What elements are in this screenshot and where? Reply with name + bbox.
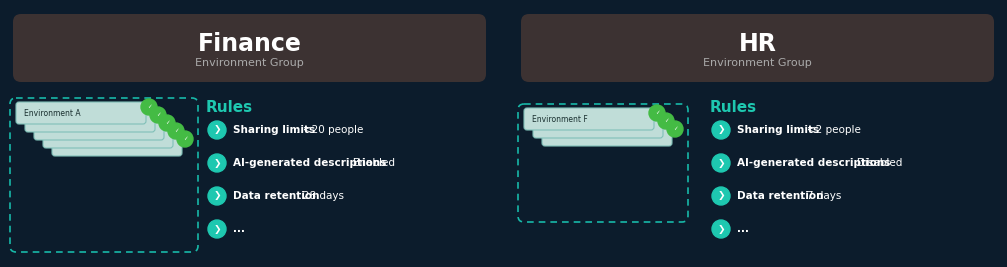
Text: ✓: ✓ [673,127,678,132]
Text: Environment Group: Environment Group [703,58,812,68]
Text: ...: ... [233,224,245,234]
Text: ✓: ✓ [173,128,178,134]
Text: Environment E: Environment E [60,140,116,150]
Text: Sharing limits: Sharing limits [737,125,819,135]
Text: Data retention: Data retention [233,191,319,201]
FancyBboxPatch shape [52,134,182,156]
Circle shape [712,187,730,205]
FancyBboxPatch shape [542,124,672,146]
Text: ❯: ❯ [717,225,725,234]
Circle shape [150,107,166,123]
Text: ✓: ✓ [182,136,187,142]
Text: : 28 days: : 28 days [296,191,344,201]
Circle shape [208,187,226,205]
Text: Environment G: Environment G [541,123,598,132]
FancyBboxPatch shape [34,118,164,140]
Text: HR: HR [738,32,776,56]
Text: ✓: ✓ [156,112,160,117]
Text: ❯: ❯ [717,191,725,201]
Circle shape [141,99,157,115]
Text: : <20 people: : <20 people [296,125,364,135]
Text: Data retention: Data retention [737,191,824,201]
Text: ✓: ✓ [165,120,169,125]
Text: Environment D: Environment D [51,132,108,142]
Text: ❯: ❯ [213,225,221,234]
Circle shape [159,115,175,131]
Circle shape [712,220,730,238]
Text: Environment H: Environment H [550,131,607,139]
Circle shape [712,121,730,139]
Text: ❯: ❯ [213,125,221,135]
FancyBboxPatch shape [521,14,994,82]
Text: Sharing limits: Sharing limits [233,125,315,135]
Text: ✓: ✓ [147,104,151,109]
Text: ❯: ❯ [717,159,725,167]
Text: Environment F: Environment F [532,115,588,124]
FancyBboxPatch shape [16,102,146,124]
Text: : Disabled: : Disabled [850,158,902,168]
Circle shape [208,220,226,238]
Text: Environment B: Environment B [33,116,90,125]
FancyBboxPatch shape [25,110,155,132]
Text: ❯: ❯ [213,159,221,167]
Circle shape [712,154,730,172]
Circle shape [658,113,674,129]
Text: AI-generated descriptions: AI-generated descriptions [737,158,890,168]
Text: ✓: ✓ [664,119,669,124]
FancyBboxPatch shape [533,116,663,138]
Text: Environment A: Environment A [24,108,81,117]
Text: : 7 days: : 7 days [800,191,842,201]
Text: Environment C: Environment C [42,124,99,134]
Circle shape [168,123,184,139]
Text: Finance: Finance [197,32,301,56]
Text: ❯: ❯ [717,125,725,135]
Circle shape [667,121,683,137]
Circle shape [208,121,226,139]
FancyBboxPatch shape [43,126,173,148]
Text: Rules: Rules [710,100,757,115]
Text: ✓: ✓ [655,111,660,116]
Circle shape [649,105,665,121]
Text: Rules: Rules [206,100,253,115]
Text: : <2 people: : <2 people [800,125,861,135]
FancyBboxPatch shape [524,108,654,130]
Text: Environment Group: Environment Group [195,58,304,68]
Text: : Enabled: : Enabled [345,158,395,168]
Text: AI-generated descriptions: AI-generated descriptions [233,158,387,168]
Circle shape [208,154,226,172]
Circle shape [177,131,193,147]
Text: ❯: ❯ [213,191,221,201]
Text: ...: ... [737,224,749,234]
FancyBboxPatch shape [13,14,486,82]
